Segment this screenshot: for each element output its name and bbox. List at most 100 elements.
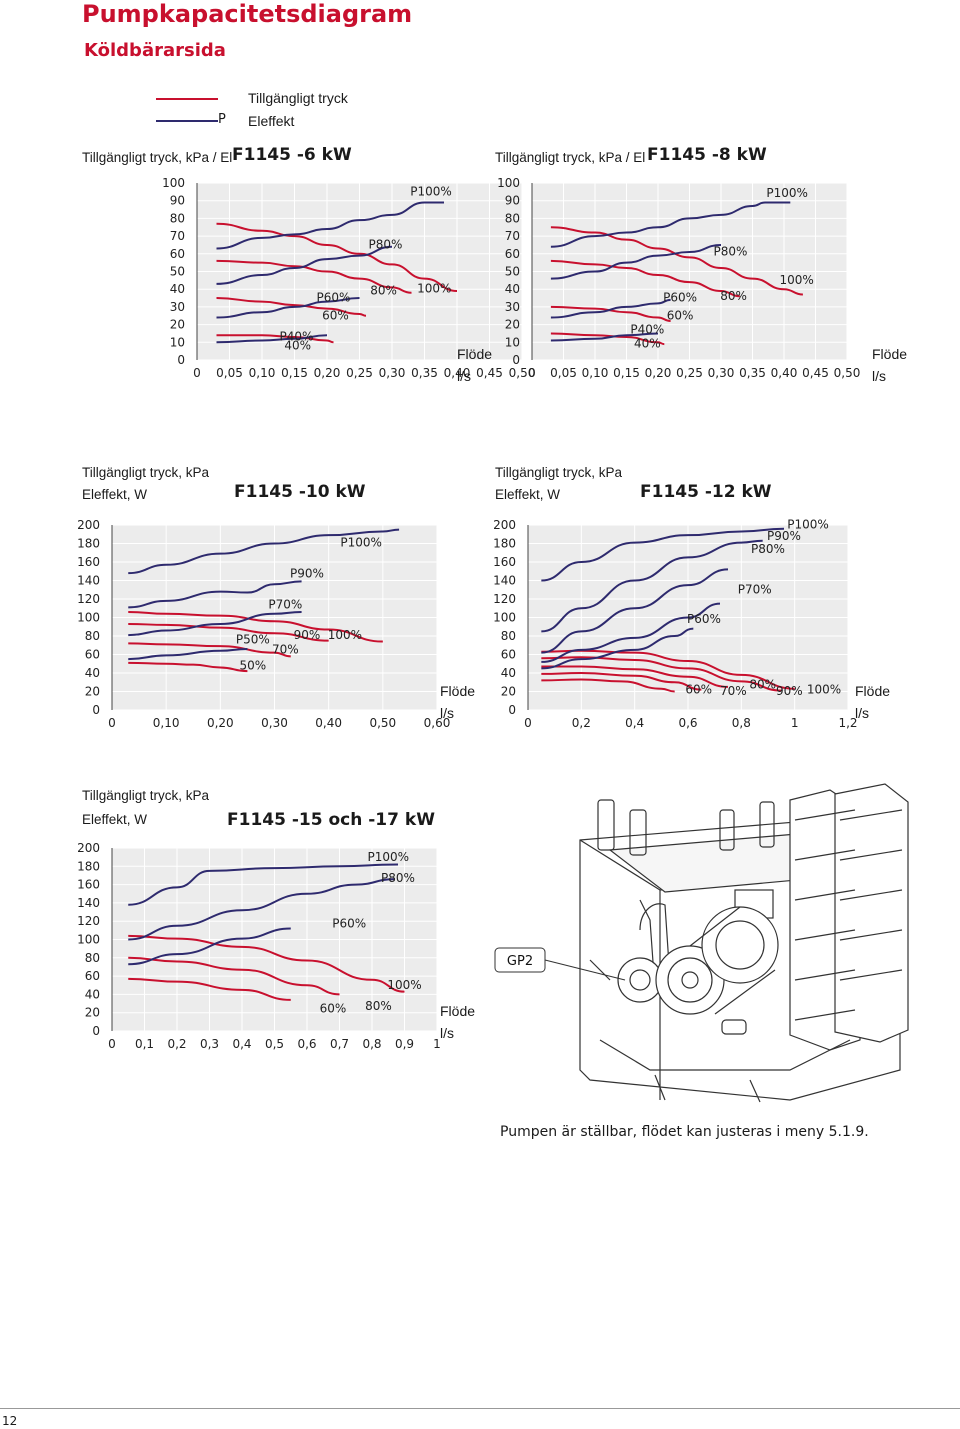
- y-axis-label: Tillgängligt tryck, kPa / Ele: [82, 150, 232, 165]
- series-pressure-60pct: [216, 297, 367, 317]
- series-power-p80pct: [216, 245, 393, 285]
- series-power-p100pct: [550, 201, 791, 248]
- y-tick-label: 180: [77, 859, 100, 873]
- series-power-p60pct: [128, 927, 291, 966]
- y-tick-label: 100: [77, 933, 100, 947]
- x-tick-label: 0: [108, 716, 116, 730]
- x-axis-label: Flöde l/s: [457, 343, 492, 387]
- y-tick-label: 20: [85, 1006, 100, 1020]
- series-power-p90pct: [541, 539, 763, 633]
- x-tick-label: 0: [108, 1037, 116, 1051]
- series-pressure-100pct: [128, 934, 405, 993]
- page-subtitle: Köldbärarsida: [84, 40, 226, 61]
- x-tick-label: 0,9: [395, 1037, 414, 1051]
- x-tick-label: 0,6: [297, 1037, 316, 1051]
- curve-label: 80%: [720, 289, 747, 303]
- x-axis-title: Flöde: [457, 346, 493, 362]
- x-axis-unit: l/s: [855, 705, 869, 721]
- y-tick-label: 120: [77, 914, 100, 928]
- x-tick-label: 0,30: [708, 366, 735, 380]
- x-axis-label: Flöde l/s: [855, 680, 890, 724]
- y-tick-label: 40: [85, 666, 100, 680]
- series-pressure-60pct: [128, 977, 291, 1001]
- curve-label: P80%: [381, 871, 415, 885]
- x-tick-label: 0,20: [314, 366, 341, 380]
- x-tick-label: 0,50: [509, 366, 536, 380]
- y-axis-label-power: Eleffekt, W: [82, 812, 148, 827]
- x-axis-label: Flöde l/s: [440, 1000, 475, 1044]
- series-power-p50pct: [128, 647, 248, 661]
- y-tick-label: 10: [505, 335, 520, 349]
- curve-label: 80%: [370, 284, 397, 298]
- y-tick-label: 40: [505, 282, 520, 296]
- x-tick-label: 0,45: [476, 366, 503, 380]
- y-tick-label: 30: [170, 300, 185, 314]
- x-tick-label: 0,05: [550, 366, 577, 380]
- series-pressure-80pct: [216, 259, 412, 294]
- x-tick-label: 0,5: [265, 1037, 284, 1051]
- x-tick-label: 0,40: [771, 366, 798, 380]
- x-tick-label: 0,50: [834, 366, 861, 380]
- curve-label: 60%: [320, 1002, 347, 1016]
- x-tick-label: 0,8: [732, 716, 751, 730]
- y-tick-label: 200: [77, 518, 100, 532]
- series-pressure-70pct: [128, 642, 291, 658]
- series-pressure-50pct: [128, 661, 248, 673]
- x-tick-label: 0,30: [379, 366, 406, 380]
- curve-label: P60%: [332, 917, 366, 931]
- x-tick-label: 1: [433, 1037, 441, 1051]
- x-tick-label: 0,4: [625, 716, 644, 730]
- x-tick-label: 0,15: [281, 366, 308, 380]
- y-tick-label: 70: [505, 229, 520, 243]
- chart-title: F1145 -10 kW: [234, 482, 366, 502]
- y-tick-label: 180: [493, 537, 516, 551]
- y-tick-label: 60: [85, 648, 100, 662]
- curve-label: P60%: [317, 291, 351, 305]
- chart-title: F1145 -15 och -17 kW: [227, 810, 435, 830]
- curve-label: P70%: [268, 597, 302, 611]
- curve-label: 100%: [779, 273, 813, 287]
- curve-label: P80%: [713, 245, 747, 259]
- y-tick-label: 160: [77, 555, 100, 569]
- figure-caption: Pumpen är ställbar, flödet kan justeras …: [500, 1124, 869, 1140]
- y-tick-label: 10: [170, 335, 185, 349]
- y-tick-label: 160: [493, 555, 516, 569]
- y-tick-label: 120: [77, 592, 100, 606]
- x-axis-unit: l/s: [457, 368, 471, 384]
- curve-label: 60%: [685, 682, 712, 696]
- curve-label: P100%: [367, 850, 409, 864]
- series-pressure-90pct: [541, 656, 782, 692]
- x-tick-label: 0,10: [582, 366, 609, 380]
- y-axis-label-power: Eleffekt, W: [82, 487, 148, 502]
- curve-label: 60%: [322, 308, 349, 322]
- curve-label: P90%: [290, 567, 324, 581]
- series-pressure-90pct: [128, 622, 329, 642]
- chart-8kw: 0 10 20 30 40 50 60 70 80 90 100 0 0,05 0,10 0,15 0,20 0…: [495, 145, 915, 395]
- series-pressure-60pct: [541, 678, 675, 693]
- gp2-callout: GP2: [507, 954, 533, 969]
- y-tick-label: 20: [505, 318, 520, 332]
- x-tick-label: 0,8: [362, 1037, 381, 1051]
- series-pressure-80pct: [128, 956, 340, 996]
- series-power-p80pct: [541, 568, 729, 654]
- curve-label: P100%: [340, 535, 382, 549]
- curve-label: P90%: [767, 529, 801, 543]
- x-tick-label: 0,60: [424, 716, 451, 730]
- x-axis-unit: l/s: [440, 1025, 454, 1041]
- x-tick-label: 0,2: [572, 716, 591, 730]
- curve-label: P40%: [279, 330, 313, 344]
- series-power-p80pct: [128, 878, 395, 941]
- curve-label: 40%: [634, 337, 661, 351]
- curve-label: P100%: [410, 184, 452, 198]
- x-tick-label: 1,2: [838, 716, 857, 730]
- chart-title: F1145 -8 kW: [647, 145, 767, 165]
- x-tick-label: 0,40: [444, 366, 471, 380]
- x-tick-label: 0,2: [167, 1037, 186, 1051]
- y-axis-label-power: Eleffekt, W: [495, 487, 561, 502]
- y-tick-label: 20: [170, 318, 185, 332]
- y-tick-label: 100: [497, 176, 520, 190]
- curve-label: 100%: [417, 282, 451, 296]
- series-power-p60pct: [541, 627, 694, 670]
- y-tick-label: 0: [508, 703, 516, 717]
- curve-label: 70%: [720, 684, 747, 698]
